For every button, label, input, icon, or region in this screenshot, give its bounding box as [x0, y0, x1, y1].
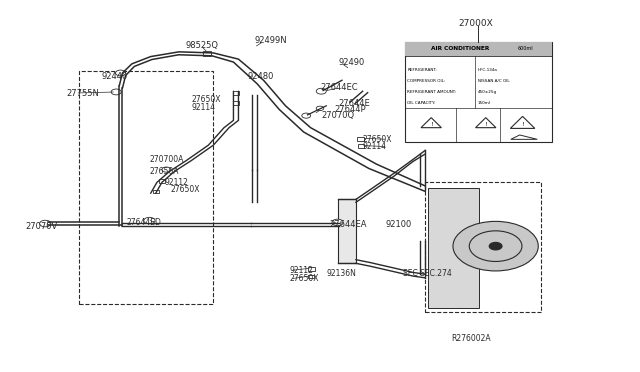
Circle shape	[162, 167, 171, 172]
Text: 98525Q: 98525Q	[185, 41, 218, 50]
Circle shape	[453, 221, 538, 271]
Circle shape	[332, 219, 343, 226]
Circle shape	[40, 220, 51, 227]
Text: 92480: 92480	[248, 72, 275, 81]
Text: 27650A: 27650A	[149, 167, 179, 176]
Bar	[358, 144, 364, 148]
Text: 27644E: 27644E	[339, 99, 371, 108]
Text: !: !	[484, 122, 487, 127]
Text: 600ml: 600ml	[518, 46, 533, 51]
Text: NISSAN A/C OIL: NISSAN A/C OIL	[478, 78, 509, 83]
Text: 27650X: 27650X	[290, 275, 319, 283]
Text: REFRIGERANT:: REFRIGERANT:	[407, 68, 437, 72]
Bar	[428, 188, 479, 308]
Text: 92114: 92114	[191, 103, 216, 112]
Bar	[338, 199, 356, 263]
Text: 92490: 92490	[339, 58, 365, 67]
Bar	[232, 91, 239, 95]
Bar	[404, 42, 552, 142]
Text: REFRIGERANT AMOUNT:: REFRIGERANT AMOUNT:	[407, 90, 456, 94]
Text: 92100: 92100	[386, 220, 412, 229]
Text: 27644P: 27644P	[335, 105, 366, 114]
Text: OIL CAPACITY:: OIL CAPACITY:	[407, 100, 436, 105]
Text: 92112: 92112	[164, 178, 188, 187]
Circle shape	[116, 70, 125, 76]
Text: 27650X: 27650X	[171, 185, 200, 194]
Bar	[152, 190, 159, 193]
Text: R276002A: R276002A	[452, 334, 492, 343]
Text: 270700A: 270700A	[149, 155, 184, 164]
Bar	[308, 275, 314, 278]
Bar	[404, 42, 552, 56]
Bar	[159, 179, 165, 183]
Text: 92112: 92112	[290, 266, 314, 275]
Text: 27070Q: 27070Q	[321, 111, 355, 120]
Circle shape	[302, 113, 310, 118]
Text: 92499N: 92499N	[254, 36, 287, 45]
Bar	[233, 101, 239, 105]
Text: SEC SEC.274: SEC SEC.274	[403, 269, 452, 278]
Text: 27650X: 27650X	[191, 96, 221, 105]
Circle shape	[111, 89, 121, 95]
Text: 27755N: 27755N	[66, 89, 99, 97]
Text: AIR CONDITIONER: AIR CONDITIONER	[431, 46, 490, 51]
Text: !: !	[430, 122, 433, 127]
Bar	[357, 137, 364, 141]
Circle shape	[469, 231, 522, 262]
Text: !: !	[521, 122, 524, 127]
Text: 27644EC: 27644EC	[320, 83, 358, 92]
Circle shape	[490, 243, 502, 250]
Text: 450±25g: 450±25g	[478, 90, 497, 94]
Bar	[204, 51, 211, 56]
Text: COMPRESSOR OIL:: COMPRESSOR OIL:	[407, 78, 445, 83]
Text: 92440: 92440	[102, 72, 128, 81]
Bar	[308, 267, 315, 271]
Text: 27644EA: 27644EA	[330, 220, 367, 229]
Text: 92114: 92114	[363, 142, 387, 151]
Text: 27650X: 27650X	[363, 135, 392, 144]
Text: 27070V: 27070V	[25, 222, 58, 231]
Bar	[426, 182, 541, 312]
Circle shape	[144, 217, 155, 224]
Bar	[79, 71, 213, 304]
Text: HFC-134a: HFC-134a	[478, 68, 498, 72]
Text: 92136N: 92136N	[326, 269, 356, 278]
Text: 27000X: 27000X	[458, 19, 493, 28]
Circle shape	[316, 106, 324, 110]
Text: 27644ED: 27644ED	[127, 218, 162, 227]
Text: 150ml: 150ml	[478, 100, 491, 105]
Circle shape	[316, 88, 326, 94]
